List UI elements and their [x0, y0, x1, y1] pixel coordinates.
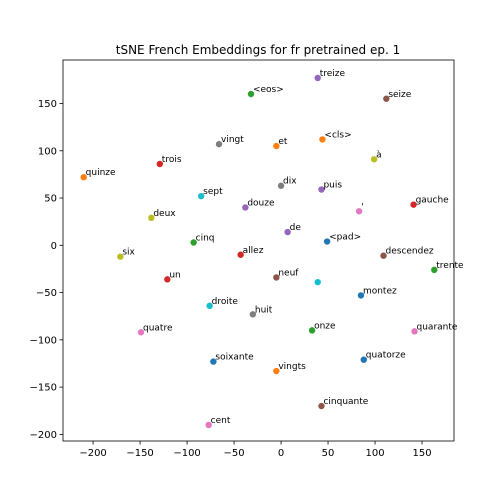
y-tick-label: 100 — [38, 146, 57, 157]
x-tick-label: 100 — [366, 448, 385, 459]
point-label: vingts — [278, 362, 306, 372]
y-tick-label: −50 — [36, 288, 57, 299]
point-label: trente — [436, 261, 464, 271]
scatter-point — [318, 402, 325, 410]
point-label: vingt — [221, 135, 244, 145]
point-label: quinze — [86, 168, 116, 178]
point-label: de — [290, 223, 302, 233]
scatter-point — [360, 356, 367, 363]
point-label: douze — [247, 198, 275, 208]
x-tick-label: −50 — [224, 448, 245, 459]
scatter-point — [411, 328, 418, 335]
point-label: dix — [283, 177, 297, 187]
scatter-point — [273, 142, 280, 150]
scatter-point — [156, 160, 164, 168]
point-label: gauche — [416, 196, 450, 206]
point-label: quatre — [143, 323, 173, 333]
point-label: <pad> — [329, 233, 361, 243]
point-label: puis — [323, 181, 342, 191]
scatter-point — [355, 208, 363, 215]
y-tick-label: −100 — [30, 335, 57, 346]
scatter-point — [164, 276, 171, 283]
x-tick-label: −150 — [126, 448, 153, 459]
axes-frame — [62, 59, 455, 442]
point-label: soixante — [215, 353, 254, 363]
scatter-point — [277, 182, 285, 189]
scatter-point — [206, 302, 213, 310]
plot-area: −200 −150 −100 −50 0 50 100 150 −200 −150 −100 −50 0… — [30, 59, 464, 459]
point-label: huit — [255, 305, 273, 315]
scatter-point — [80, 174, 87, 181]
y-tick-label: −150 — [30, 383, 57, 394]
scatter-point — [314, 278, 321, 286]
scatter-point — [319, 136, 326, 143]
scatter-point — [210, 358, 217, 365]
point-label: <cls> — [324, 130, 351, 140]
point-label: cent — [211, 416, 231, 426]
point-label: cinq — [196, 233, 215, 243]
y-tick-label: 0 — [51, 241, 57, 252]
scatter-point — [410, 201, 417, 208]
scatter-point — [318, 186, 325, 193]
point-label: <eos> — [253, 85, 284, 95]
point-label: onze — [314, 321, 336, 331]
x-tick-label: 0 — [278, 448, 284, 459]
scatter-point — [273, 367, 280, 375]
point-label: allez — [243, 246, 264, 256]
y-tick-label: 150 — [38, 99, 57, 110]
scatter-point — [205, 421, 212, 429]
x-tick-label: −200 — [79, 448, 106, 459]
y-tick-label: −200 — [30, 430, 57, 441]
scatter-point — [247, 90, 255, 98]
scatter-point — [357, 292, 365, 299]
scatter-point — [314, 74, 321, 82]
point-label: cinquante — [323, 397, 368, 407]
point-label: un — [169, 270, 180, 280]
point-label: deux — [153, 209, 176, 219]
point-label: treize — [320, 69, 346, 79]
x-tick-label: 150 — [412, 448, 431, 459]
point-label: trois — [162, 155, 182, 165]
scatter-point — [323, 238, 331, 245]
scatter-point — [237, 251, 244, 258]
point-label: à — [376, 150, 382, 160]
point-label: six — [122, 248, 135, 258]
point-label: quarante — [417, 322, 458, 332]
point-label: ' — [361, 202, 363, 212]
scatter-point — [308, 327, 316, 334]
scatter-point — [137, 329, 145, 336]
scatter-point — [383, 95, 390, 102]
chart-title: tSNE French Embeddings for fr pretrained… — [116, 43, 401, 57]
x-tick-label: 50 — [322, 448, 335, 459]
scatter-point — [273, 274, 280, 281]
scatter-point — [190, 239, 197, 246]
point-label: sept — [203, 187, 223, 197]
x-tick-label: −100 — [173, 448, 200, 459]
scatter-point — [284, 228, 291, 236]
point-label: quatorze — [366, 351, 406, 361]
point-label: descendez — [386, 247, 434, 257]
scatter-point — [215, 140, 223, 148]
scatter-point — [242, 204, 249, 211]
point-label: montez — [363, 286, 397, 296]
scatter-point — [117, 253, 124, 260]
scatter-point — [249, 311, 257, 318]
scatter-point — [370, 156, 378, 163]
scatter-point — [197, 192, 205, 200]
scatter-point — [431, 266, 438, 274]
point-label: neuf — [278, 268, 299, 278]
point-label: et — [278, 137, 288, 147]
scatter-point — [380, 252, 387, 259]
point-label: seize — [388, 90, 411, 100]
y-tick-label: 50 — [44, 194, 57, 205]
point-label: droite — [212, 297, 239, 307]
scatter-point — [148, 214, 155, 222]
